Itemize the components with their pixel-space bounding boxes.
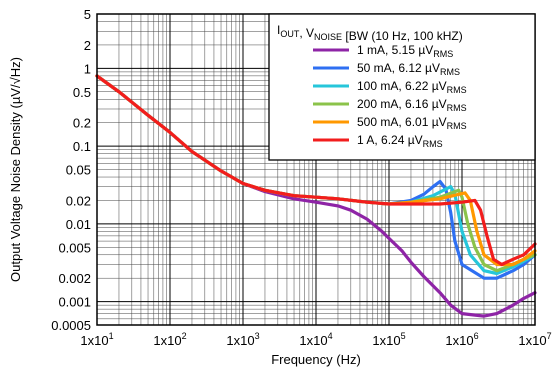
series-layer [95,74,537,318]
legend-items: 1 mA, 5.15 µVRMS 50 mA, 6.12 µVRMS 100 mA,… [313,43,467,149]
y-tick-label: 0.002 [58,271,91,286]
y-axis-title: Output Voltage Noise Density (µV/√Hz) [8,57,23,282]
legend-label-2: 50 mA, 6.12 µVRMS [357,61,460,77]
series-line-6 [95,74,537,267]
legend-label-5: 500 mA, 6.01 µVRMS [357,115,467,131]
legend-label-3: 100 mA, 6.22 µVRMS [357,79,467,95]
x-tick-label: 1x106 [445,331,478,348]
y-tick-label: 0.5 [73,85,91,100]
y-tick-label: 0.01 [66,217,91,232]
y-tick-label: 0.2 [73,116,91,131]
y-tick-label: 2 [84,38,91,53]
x-tick-label: 1x107 [518,331,551,348]
y-tick-label: 0.001 [58,295,91,310]
y-tick-label: 0.05 [66,163,91,178]
x-tick-label: 1x101 [80,331,113,348]
x-tick-label: 1x105 [372,331,405,348]
y-tick-label: 0.005 [58,240,91,255]
legend: IOUT, VNOISE [BW (10 Hz, 100 kHZ) 1 mA, … [268,13,536,161]
y-tick-labels: 5 2 1 0.5 0.2 0.1 0.05 0.02 0.01 0.005 0.002 0.001 0… [51,7,91,333]
y-tick-label: 0.02 [66,193,91,208]
y-tick-label: 0.1 [73,139,91,154]
y-tick-label: 1 [84,61,91,76]
y-tick-label: 0.0005 [51,318,91,333]
y-tick-label: 5 [84,7,91,22]
legend-label-4: 200 mA, 6.16 µVRMS [357,97,467,113]
x-tick-labels: 1x101 1x102 1x103 1x104 1x105 1x106 1x107 [80,331,551,348]
legend-title: IOUT, VNOISE [BW (10 Hz, 100 kHZ) [277,23,463,43]
x-tick-label: 1x103 [226,331,259,348]
x-tick-label: 1x102 [153,331,186,348]
legend-label-6: 1 A, 6.24 µVRMS [357,133,443,149]
legend-label-1: 1 mA, 5.15 µVRMS [357,43,453,59]
x-axis-title: Frequency (Hz) [271,352,361,367]
x-tick-label: 1x104 [299,331,332,348]
